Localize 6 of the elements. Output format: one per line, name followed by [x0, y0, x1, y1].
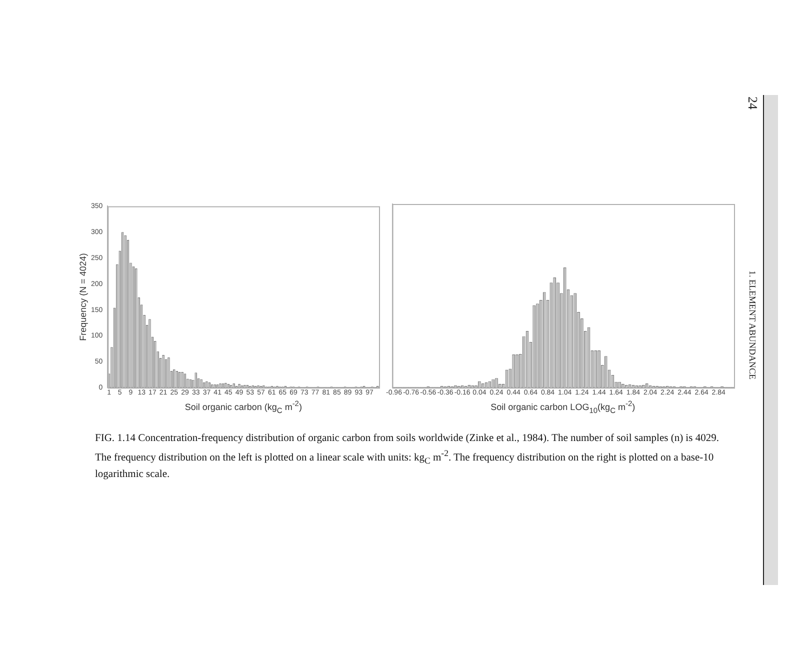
y-axis-title: Frequency (N = 4024) [78, 252, 88, 341]
text: 1. ELEMENT ABUNDANCE [747, 270, 758, 380]
x-axis-title: Soil organic carbon (kg$_{C}$ m$^{-2}$) [184, 399, 302, 415]
x-axis-title: Soil organic carbon LOG$_{10}$(kg$_{C}$ m$^{-2}$) [490, 399, 636, 415]
text: 24 [744, 96, 760, 110]
text: FIG. 1.14 Concentration-frequency distribution of organic carbon from soils worldwide (Zinke et al., 1984). The number of soil samples (n) is 4029. The frequency distribution on the left is plotted on a linear scale with units: kg$_{C}$ m$^{-2}$. The frequency distribution on the right is plotted on a base-10 logarithmic scale. [95, 433, 719, 480]
